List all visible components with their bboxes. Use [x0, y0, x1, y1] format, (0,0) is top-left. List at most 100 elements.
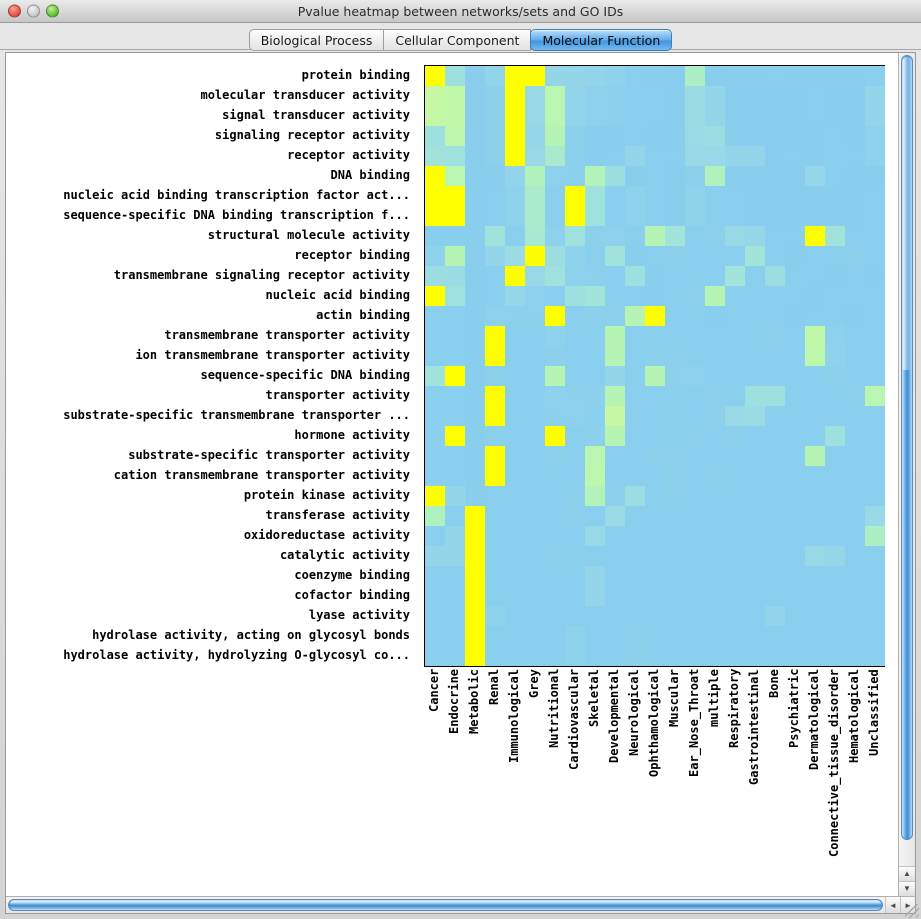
heatmap-cell[interactable] [525, 526, 545, 546]
heatmap-cell[interactable] [865, 226, 885, 246]
heatmap-cell[interactable] [505, 306, 525, 326]
heatmap-cell[interactable] [445, 86, 465, 106]
heatmap-cell[interactable] [725, 446, 745, 466]
heatmap-cell[interactable] [445, 546, 465, 566]
heatmap-cell[interactable] [765, 206, 785, 226]
heatmap-cell[interactable] [665, 406, 685, 426]
heatmap-cell[interactable] [545, 506, 565, 526]
heatmap-cell[interactable] [465, 86, 485, 106]
heatmap-cell[interactable] [765, 186, 785, 206]
heatmap-cell[interactable] [585, 586, 605, 606]
heatmap-cell[interactable] [425, 226, 445, 246]
heatmap-cell[interactable] [585, 526, 605, 546]
heatmap-cell[interactable] [565, 606, 585, 626]
heatmap-cell[interactable] [825, 346, 845, 366]
heatmap-cell[interactable] [785, 486, 805, 506]
heatmap-cell[interactable] [625, 466, 645, 486]
heatmap-cell[interactable] [865, 406, 885, 426]
heatmap-cell[interactable] [685, 266, 705, 286]
heatmap-cell[interactable] [565, 346, 585, 366]
heatmap-cell[interactable] [585, 326, 605, 346]
heatmap-cell[interactable] [865, 526, 885, 546]
heatmap-cell[interactable] [685, 306, 705, 326]
heatmap-cell[interactable] [645, 166, 665, 186]
heatmap-cell[interactable] [785, 466, 805, 486]
heatmap-cell[interactable] [785, 446, 805, 466]
heatmap-cell[interactable] [865, 66, 885, 86]
heatmap-cell[interactable] [685, 386, 705, 406]
heatmap-cell[interactable] [865, 586, 885, 606]
heatmap-cell[interactable] [425, 326, 445, 346]
heatmap-cell[interactable] [845, 106, 865, 126]
heatmap-cell[interactable] [785, 266, 805, 286]
heatmap-cell[interactable] [625, 266, 645, 286]
heatmap-cell[interactable] [525, 86, 545, 106]
heatmap-cell[interactable] [745, 206, 765, 226]
heatmap-cell[interactable] [445, 306, 465, 326]
heatmap-cell[interactable] [685, 86, 705, 106]
heatmap-cell[interactable] [725, 286, 745, 306]
heatmap-cell[interactable] [705, 646, 725, 666]
heatmap-cell[interactable] [605, 226, 625, 246]
heatmap-cell[interactable] [605, 406, 625, 426]
heatmap-cell[interactable] [445, 286, 465, 306]
heatmap-cell[interactable] [865, 386, 885, 406]
heatmap-cell[interactable] [545, 146, 565, 166]
heatmap-cell[interactable] [425, 186, 445, 206]
heatmap-cell[interactable] [505, 386, 525, 406]
heatmap-cell[interactable] [465, 66, 485, 86]
heatmap-cell[interactable] [745, 626, 765, 646]
heatmap-cell[interactable] [485, 426, 505, 446]
heatmap-cell[interactable] [725, 406, 745, 426]
heatmap-cell[interactable] [745, 566, 765, 586]
heatmap-cell[interactable] [825, 546, 845, 566]
heatmap-cell[interactable] [705, 166, 725, 186]
heatmap-cell[interactable] [765, 586, 785, 606]
heatmap-canvas[interactable]: protein binding molecular transducer acti… [6, 53, 898, 896]
heatmap-cell[interactable] [645, 266, 665, 286]
heatmap-cell[interactable] [785, 186, 805, 206]
heatmap-cell[interactable] [465, 286, 485, 306]
heatmap-cell[interactable] [705, 386, 725, 406]
heatmap-cell[interactable] [605, 246, 625, 266]
heatmap-cell[interactable] [705, 186, 725, 206]
heatmap-cell[interactable] [645, 606, 665, 626]
heatmap-cell[interactable] [545, 466, 565, 486]
heatmap-cell[interactable] [545, 566, 565, 586]
heatmap-cell[interactable] [765, 366, 785, 386]
heatmap-cell[interactable] [565, 226, 585, 246]
heatmap-cell[interactable] [645, 386, 665, 406]
heatmap-cell[interactable] [865, 486, 885, 506]
heatmap-cell[interactable] [625, 226, 645, 246]
heatmap-cell[interactable] [525, 486, 545, 506]
heatmap-cell[interactable] [725, 466, 745, 486]
heatmap-cell[interactable] [785, 526, 805, 546]
heatmap-cell[interactable] [605, 126, 625, 146]
resize-grip-icon[interactable] [905, 904, 919, 918]
heatmap-cell[interactable] [805, 246, 825, 266]
heatmap-cell[interactable] [805, 146, 825, 166]
heatmap-cell[interactable] [485, 326, 505, 346]
heatmap-cell[interactable] [605, 566, 625, 586]
heatmap-cell[interactable] [525, 66, 545, 86]
heatmap-cell[interactable] [545, 166, 565, 186]
heatmap-cell[interactable] [785, 606, 805, 626]
heatmap-cell[interactable] [825, 386, 845, 406]
heatmap-cell[interactable] [445, 126, 465, 146]
heatmap-cell[interactable] [665, 186, 685, 206]
heatmap-cell[interactable] [705, 466, 725, 486]
heatmap-cell[interactable] [805, 366, 825, 386]
heatmap-cell[interactable] [605, 546, 625, 566]
heatmap-cell[interactable] [765, 286, 785, 306]
heatmap-cell[interactable] [785, 426, 805, 446]
heatmap-cell[interactable] [465, 166, 485, 186]
heatmap-cell[interactable] [725, 186, 745, 206]
heatmap-cell[interactable] [605, 526, 625, 546]
heatmap-cell[interactable] [725, 326, 745, 346]
heatmap-cell[interactable] [725, 166, 745, 186]
heatmap-cell[interactable] [665, 466, 685, 486]
heatmap-cell[interactable] [645, 206, 665, 226]
heatmap-cell[interactable] [685, 286, 705, 306]
heatmap-cell[interactable] [565, 286, 585, 306]
heatmap-cell[interactable] [725, 306, 745, 326]
